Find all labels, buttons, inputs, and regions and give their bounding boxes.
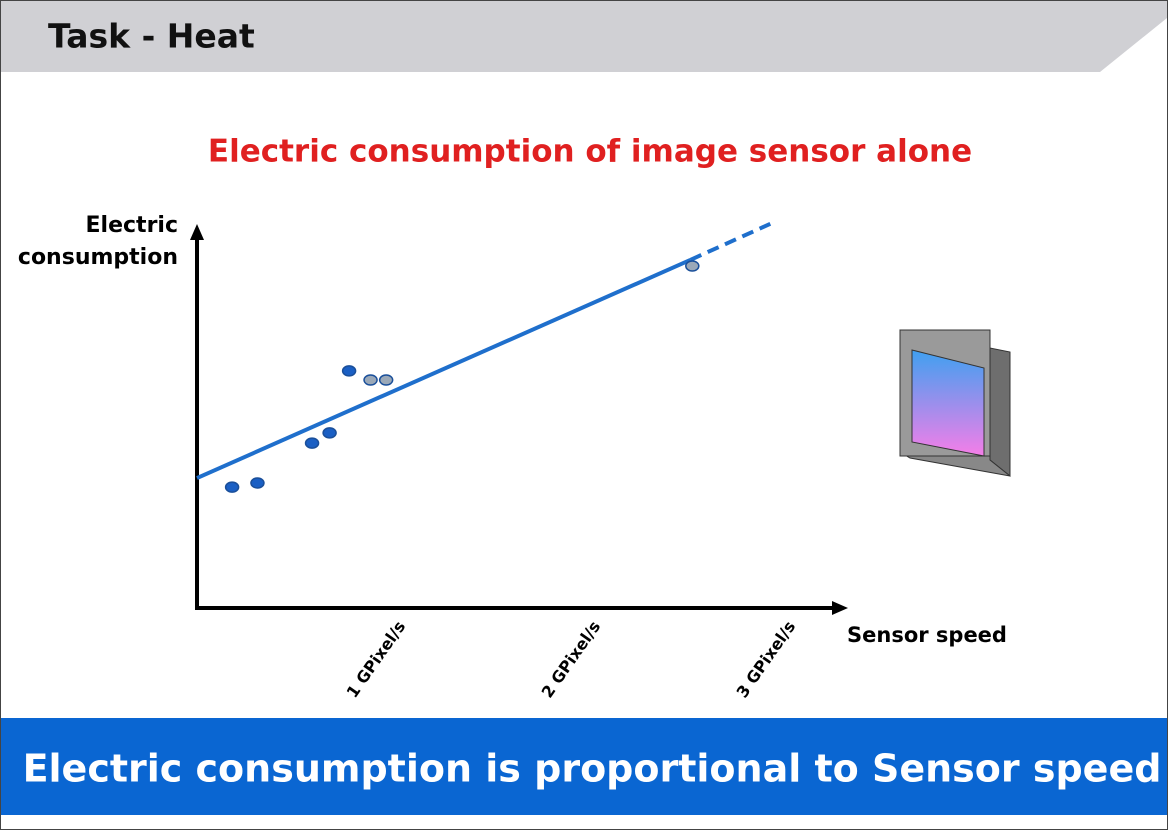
data-point bbox=[250, 477, 265, 489]
y-axis-label: consumption bbox=[18, 245, 178, 270]
data-point bbox=[322, 427, 337, 439]
header-title: Task - Heat bbox=[48, 17, 255, 56]
data-point bbox=[378, 374, 394, 386]
data-point bbox=[685, 260, 700, 272]
x-axis-label: Sensor speed bbox=[847, 623, 1007, 647]
y-axis-arrow bbox=[190, 224, 204, 240]
x-axis-arrow bbox=[832, 601, 848, 615]
trend-line bbox=[196, 258, 692, 480]
data-point bbox=[224, 481, 240, 493]
sensor-icon bbox=[899, 329, 1011, 478]
header-band bbox=[1, 1, 1167, 72]
chart-title: Electric consumption of image sensor alo… bbox=[208, 134, 972, 170]
footer-band bbox=[1, 718, 1167, 815]
data-point bbox=[304, 437, 320, 449]
y-axis-label: Electric bbox=[86, 213, 178, 238]
trend-line-extension bbox=[689, 221, 772, 262]
data-point bbox=[341, 365, 357, 377]
footer-text: Electric consumption is proportional to … bbox=[23, 747, 1162, 791]
data-point bbox=[363, 374, 378, 386]
